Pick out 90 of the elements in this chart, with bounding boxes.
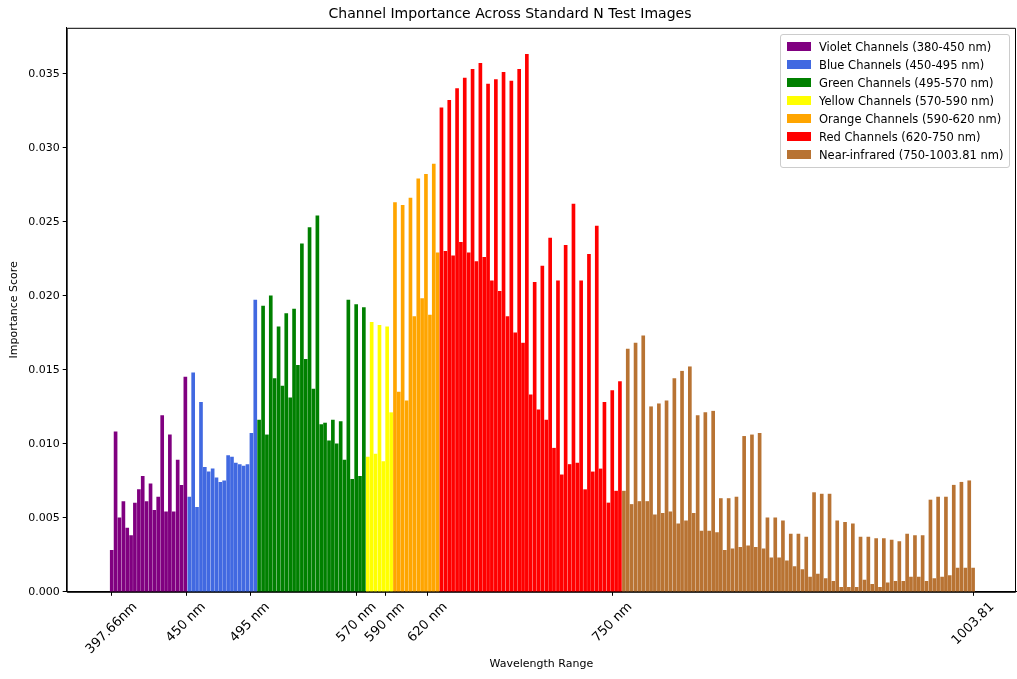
x-axis-title: Wavelength Range [489,657,594,671]
bar [750,434,754,592]
bar [944,496,948,592]
bar [140,476,145,592]
y-tick-label: 0.005 [28,510,60,524]
bar [897,541,902,592]
bar [323,422,327,592]
bar [556,280,560,592]
bar [618,381,622,592]
bar [261,305,265,592]
bar [936,496,940,592]
bar [300,243,304,592]
bar [843,521,847,592]
bar [462,77,467,592]
bar [711,410,715,592]
x-tick-label: 620 nm [403,598,450,645]
bar [874,538,878,592]
bar [525,54,529,592]
bar [331,419,335,592]
bar [967,480,972,592]
legend-label: Orange Channels (590-620 nm) [819,111,1002,126]
bar [819,493,824,592]
bar [455,88,459,592]
y-tick-label: 0.035 [28,66,60,80]
y-tick-label: 0.020 [28,288,60,302]
bar [882,538,886,592]
legend-label: Yellow Channels (570-590 nm) [819,93,995,108]
bar [913,535,917,592]
bar [587,253,591,592]
bar [486,83,490,592]
y-axis-title: Importance Score [7,260,21,359]
bar [905,533,909,592]
bar [393,202,397,592]
bar [354,304,358,592]
bar [742,436,746,592]
bar [719,498,723,592]
y-tick-label: 0.015 [28,362,60,376]
bar [548,237,552,592]
bar [781,520,785,592]
bar [447,100,452,592]
bar [416,178,421,592]
bar [191,372,195,592]
bar [625,348,630,592]
bar [835,520,840,592]
bar [431,163,436,592]
bar [517,68,522,592]
legend-label: Near-infrared (750-1003.81 nm) [819,147,1004,162]
bar [641,335,646,592]
y-tick-label: 0.000 [28,584,60,598]
bar [688,366,692,592]
bar [951,484,956,592]
x-tick-label: 495 nm [226,598,273,645]
bar [168,434,172,592]
bar [292,308,296,592]
bar [579,280,583,592]
x-tick-label: 750 nm [588,598,635,645]
bar [253,299,258,592]
bar [160,415,165,592]
bar [680,370,684,592]
bar [338,421,343,592]
bar [649,406,653,592]
bar [851,523,855,592]
bar [268,295,273,592]
bar [385,326,389,592]
bar [230,456,234,592]
legend-label: Green Channels (495-570 nm) [819,75,994,90]
bar [237,464,242,592]
bar [788,533,793,592]
bar [424,174,428,592]
bar [657,403,661,592]
bar [284,313,289,592]
bar [594,225,599,592]
legend-label: Violet Channels (380-450 nm) [819,39,992,54]
y-tick-label: 0.030 [28,140,60,154]
legend-label: Blue Channels (450-495 nm) [819,57,985,72]
bar [226,455,230,592]
legend-label: Red Channels (620-750 nm) [819,129,981,144]
bar [494,79,498,592]
y-tick-label: 0.025 [28,214,60,228]
bar [804,536,809,592]
chart-title: Channel Importance Across Standard N Test Images [328,5,692,22]
bar [199,401,203,592]
bar [218,481,223,592]
x-tick-label: 450 nm [162,598,209,645]
bar [610,390,615,592]
bar [773,517,778,592]
bar [812,492,816,592]
y-tick-label: 0.010 [28,436,60,450]
bar [362,307,366,592]
bar [175,459,180,592]
